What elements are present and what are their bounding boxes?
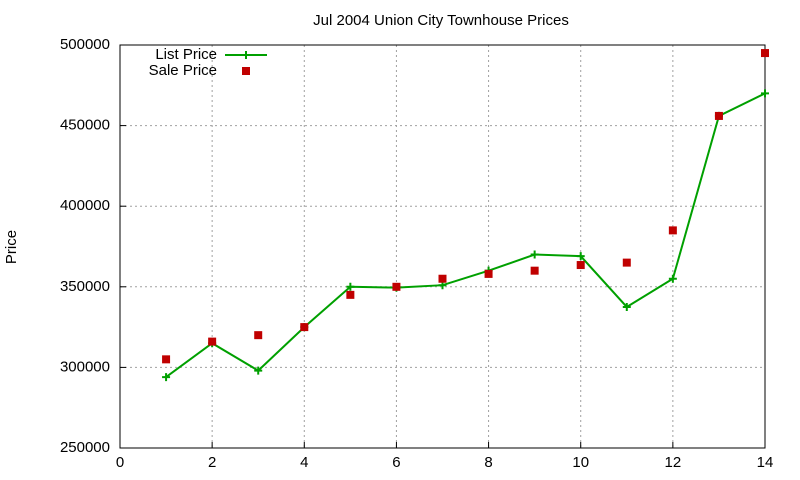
point-marker — [530, 250, 539, 259]
point-marker — [576, 252, 585, 261]
point-marker — [300, 323, 309, 332]
point-marker — [714, 111, 723, 120]
data-line — [165, 92, 766, 378]
point-marker — [438, 274, 447, 283]
point-marker — [346, 290, 355, 299]
chart-title: Jul 2004 Union City Townhouse Prices — [313, 12, 569, 29]
x-tick-label: 4 — [300, 454, 308, 471]
point-marker — [346, 282, 355, 291]
legend-swatch — [242, 51, 250, 59]
y-tick-label: 500000 — [60, 36, 110, 53]
point-marker — [208, 337, 217, 346]
point-marker — [576, 261, 585, 270]
y-tick-label: 400000 — [60, 197, 110, 214]
legend-swatch — [242, 67, 250, 75]
point-marker — [530, 266, 539, 275]
y-tick-label: 300000 — [60, 358, 110, 375]
point-marker — [622, 302, 631, 311]
x-tick-label: 6 — [392, 454, 400, 471]
y-tick-label: 450000 — [60, 117, 110, 134]
point-marker — [484, 269, 493, 278]
point-marker — [622, 258, 631, 267]
point-marker — [254, 366, 263, 375]
y-tick-label: 250000 — [60, 439, 110, 456]
x-tick-label: 14 — [757, 454, 774, 471]
point-marker — [162, 355, 171, 364]
x-tick-label: 0 — [116, 454, 124, 471]
x-tick-label: 12 — [665, 454, 682, 471]
point-marker — [392, 282, 401, 291]
plot-border — [119, 44, 766, 449]
point-marker — [761, 49, 769, 58]
y-axis-label: Price — [3, 230, 20, 264]
point-marker — [254, 331, 263, 340]
point-marker — [668, 274, 677, 283]
x-tick-label: 2 — [208, 454, 216, 471]
point-marker — [761, 89, 769, 98]
point-marker — [668, 226, 677, 235]
point-marker — [162, 373, 171, 382]
y-tick-label: 350000 — [60, 278, 110, 295]
legend-label: List Price — [155, 46, 217, 63]
legend-label: Sale Price — [149, 62, 217, 79]
x-tick-label: 8 — [484, 454, 492, 471]
x-tick-label: 10 — [572, 454, 589, 471]
